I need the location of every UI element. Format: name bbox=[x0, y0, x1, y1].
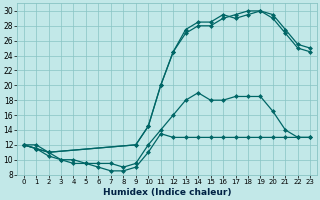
X-axis label: Humidex (Indice chaleur): Humidex (Indice chaleur) bbox=[103, 188, 231, 197]
